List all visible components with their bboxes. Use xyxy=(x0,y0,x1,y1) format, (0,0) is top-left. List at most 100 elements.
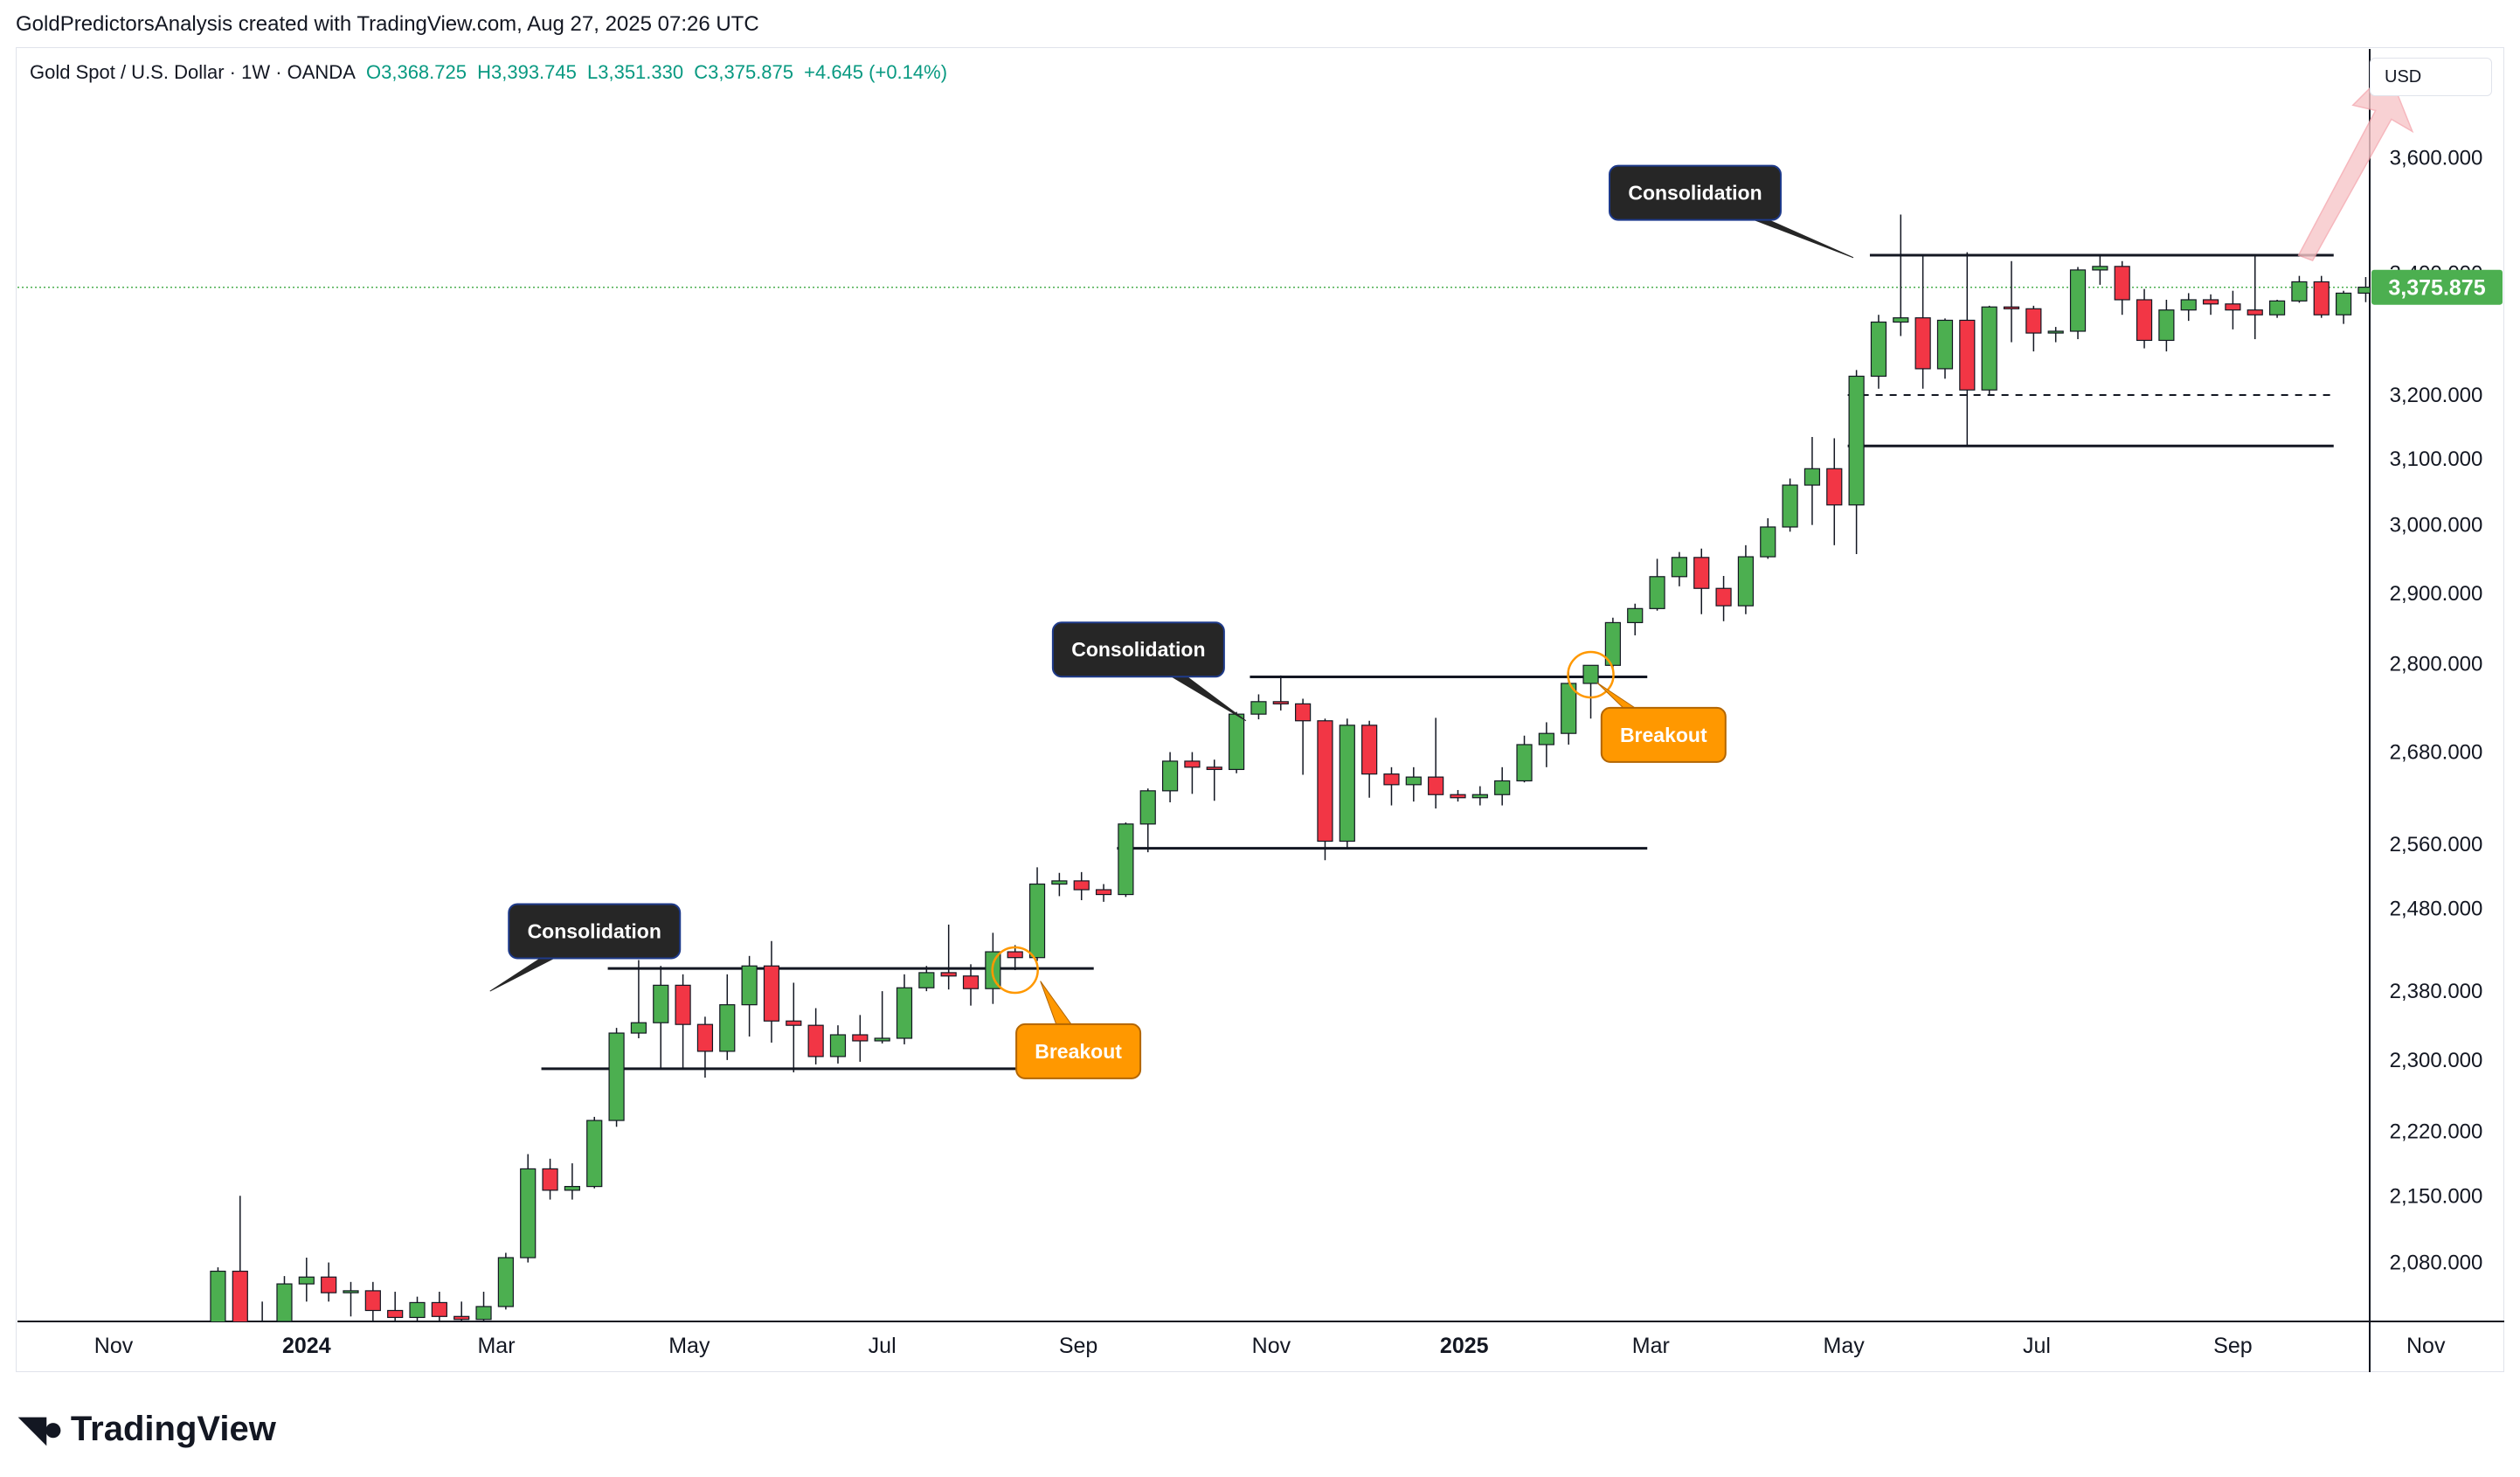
consolidation-label[interactable] xyxy=(1609,164,1782,221)
candle-up[interactable] xyxy=(1782,484,1798,528)
candle-down[interactable] xyxy=(1383,773,1400,786)
candle-up[interactable] xyxy=(2336,292,2352,316)
candle-down[interactable] xyxy=(1914,317,1931,370)
candle-up[interactable] xyxy=(564,1185,581,1191)
symbol-name[interactable]: Gold Spot / U.S. Dollar · 1W · OANDA xyxy=(30,61,356,83)
currency-button[interactable]: USD xyxy=(2370,58,2492,96)
candle-up[interactable] xyxy=(475,1306,492,1321)
candle-down[interactable] xyxy=(1361,725,1378,775)
candle-down[interactable] xyxy=(1450,794,1466,799)
candle-up[interactable] xyxy=(918,972,935,988)
candle-up[interactable] xyxy=(630,1022,647,1034)
candle-up[interactable] xyxy=(1516,744,1533,782)
candle-up[interactable] xyxy=(1228,713,1245,771)
candle-up[interactable] xyxy=(1161,760,1179,792)
candle-down[interactable] xyxy=(2225,303,2241,311)
candle-down[interactable] xyxy=(1272,701,1289,704)
candle-up[interactable] xyxy=(210,1270,226,1338)
candle-up[interactable] xyxy=(874,1037,890,1042)
candle-down[interactable] xyxy=(2247,309,2263,316)
candle-down[interactable] xyxy=(962,975,980,989)
candle-down[interactable] xyxy=(2202,299,2219,305)
consolidation-label[interactable] xyxy=(508,903,682,960)
candle-down[interactable] xyxy=(1826,468,1843,506)
tradingview-logo[interactable]: ◥● TradingView xyxy=(19,1409,276,1449)
candle-up[interactable] xyxy=(1981,306,1997,391)
candle-down[interactable] xyxy=(696,1023,714,1052)
candle-up[interactable] xyxy=(1604,621,1621,666)
candle-up[interactable] xyxy=(1582,664,1599,684)
candle-down[interactable] xyxy=(364,1290,381,1312)
candle-down[interactable] xyxy=(387,1309,404,1319)
candle-up[interactable] xyxy=(1139,790,1156,825)
candle-up[interactable] xyxy=(1028,883,1046,959)
candle-down[interactable] xyxy=(1959,319,1976,391)
candle-up[interactable] xyxy=(1760,526,1776,558)
candle-up[interactable] xyxy=(520,1168,537,1259)
candle-up[interactable] xyxy=(2069,269,2087,332)
candle-up[interactable] xyxy=(1471,794,1488,799)
candle-down[interactable] xyxy=(1095,889,1112,896)
candle-down[interactable] xyxy=(786,1020,802,1026)
candle-up[interactable] xyxy=(719,1004,736,1052)
candle-down[interactable] xyxy=(852,1034,869,1042)
candle-down[interactable] xyxy=(1007,951,1023,959)
candle-down[interactable] xyxy=(321,1276,337,1293)
candle-down[interactable] xyxy=(2003,306,2020,309)
candle-up[interactable] xyxy=(2268,300,2286,316)
candle-up[interactable] xyxy=(1848,375,1865,506)
candle-up[interactable] xyxy=(298,1276,315,1285)
candle-up[interactable] xyxy=(2291,281,2308,302)
candle-down[interactable] xyxy=(807,1024,824,1057)
candle-up[interactable] xyxy=(2158,309,2175,342)
candle-up[interactable] xyxy=(1671,557,1688,578)
candle-up[interactable] xyxy=(2357,287,2373,295)
candle-up[interactable] xyxy=(1803,468,1821,486)
candle-down[interactable] xyxy=(940,972,957,977)
candle-up[interactable] xyxy=(1405,776,1422,786)
candle-up[interactable] xyxy=(1051,880,1068,885)
candle-up[interactable] xyxy=(1250,701,1267,715)
candle-down[interactable] xyxy=(2313,281,2330,316)
candle-down[interactable] xyxy=(431,1301,447,1317)
candle-down[interactable] xyxy=(763,965,780,1022)
candle-up[interactable] xyxy=(276,1283,293,1321)
candle-down[interactable] xyxy=(1295,703,1312,722)
candle-up[interactable] xyxy=(2092,266,2108,271)
candle-up[interactable] xyxy=(1737,556,1755,607)
candle-down[interactable] xyxy=(232,1270,248,1323)
candle-down[interactable] xyxy=(675,984,691,1025)
candle-up[interactable] xyxy=(497,1257,514,1307)
candle-down[interactable] xyxy=(2025,308,2042,334)
candle-up[interactable] xyxy=(409,1301,426,1319)
candle-up[interactable] xyxy=(653,984,669,1023)
candle-up[interactable] xyxy=(1649,576,1665,609)
candle-up[interactable] xyxy=(829,1034,847,1057)
candle-down[interactable] xyxy=(542,1168,558,1191)
candle-up[interactable] xyxy=(741,965,758,1006)
candle-down[interactable] xyxy=(2136,299,2153,342)
breakout-label[interactable] xyxy=(1600,706,1727,763)
candle-down[interactable] xyxy=(1206,766,1222,771)
candle-down[interactable] xyxy=(1184,760,1201,768)
candle-up[interactable] xyxy=(608,1032,625,1121)
candle-up[interactable] xyxy=(1870,321,1887,378)
candle-up[interactable] xyxy=(1627,607,1644,624)
candle-up[interactable] xyxy=(1893,317,1909,323)
candle-up[interactable] xyxy=(896,987,913,1039)
candle-down[interactable] xyxy=(1428,776,1444,795)
candle-up[interactable] xyxy=(343,1290,359,1293)
candle-up[interactable] xyxy=(1339,725,1355,843)
candle-up[interactable] xyxy=(1538,732,1554,745)
candle-down[interactable] xyxy=(2114,266,2130,301)
consolidation-label[interactable] xyxy=(1051,621,1225,678)
candle-down[interactable] xyxy=(1715,587,1732,607)
candle-down[interactable] xyxy=(1073,880,1090,891)
candle-up[interactable] xyxy=(1936,319,1954,370)
candle-up[interactable] xyxy=(2047,330,2064,334)
candle-down[interactable] xyxy=(453,1315,470,1321)
candle-up[interactable] xyxy=(1118,823,1134,896)
breakout-label[interactable] xyxy=(1015,1023,1142,1079)
candle-up[interactable] xyxy=(586,1120,603,1188)
candle-down[interactable] xyxy=(1317,720,1333,843)
